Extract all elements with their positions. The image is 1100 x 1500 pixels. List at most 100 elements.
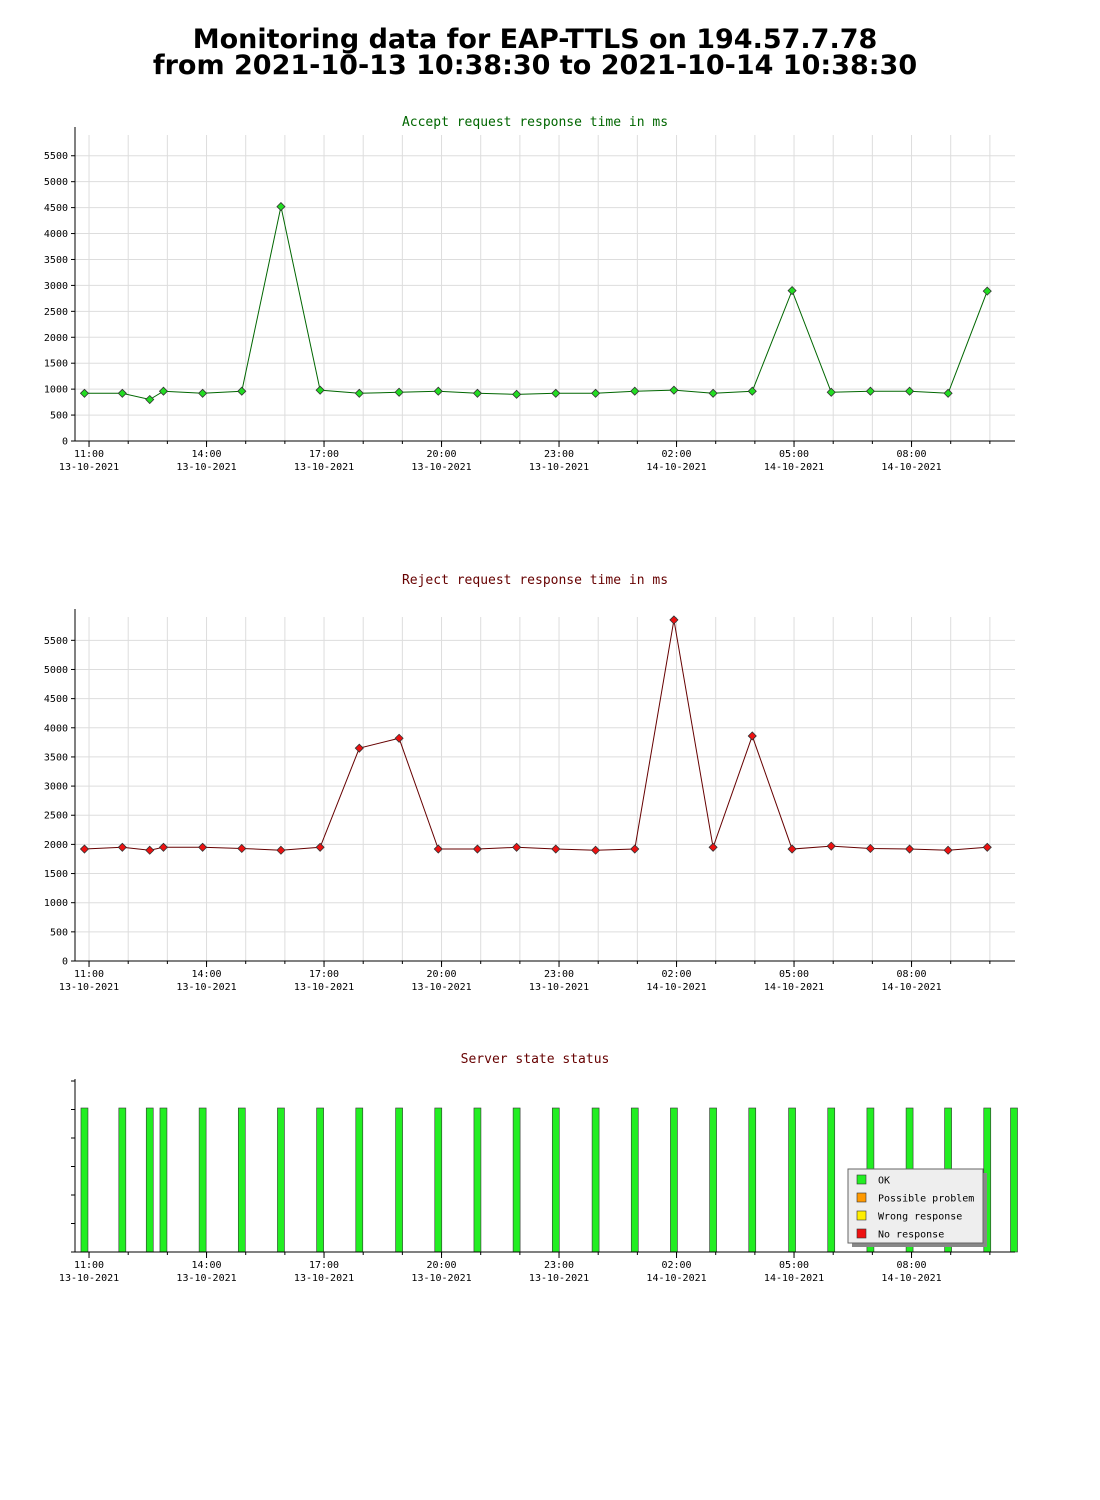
data-point [512,389,522,399]
x-tick-date: 14-10-2021 [764,462,824,473]
data-point [394,387,404,397]
data-point [145,845,155,855]
legend-swatch [856,1210,867,1221]
x-tick-time: 14:00 [191,1260,221,1271]
x-tick-time: 05:00 [779,1260,809,1271]
x-tick-time: 02:00 [661,449,691,460]
y-tick-label: 3500 [44,752,68,763]
legend-label: OK [878,1176,890,1187]
status-bar [355,1107,364,1253]
data-point [982,286,992,296]
x-tick-date: 14-10-2021 [881,462,941,473]
data-point [354,388,364,398]
y-tick-label: 5500 [44,151,68,162]
x-tick-time: 08:00 [896,1260,926,1271]
data-point [315,842,325,852]
x-tick-date: 14-10-2021 [646,1273,706,1284]
data-point [826,387,836,397]
y-tick-label: 2500 [44,307,68,318]
status-bar [827,1107,836,1253]
status-bar [277,1107,285,1253]
chart-title: Accept request response time in ms [402,115,668,130]
accept-response-chart: Accept request response time in ms 0 500 10… [44,115,1015,473]
x-tick-date: 13-10-2021 [529,462,589,473]
status-bar [434,1107,443,1253]
y-tick-label: 1000 [44,898,68,909]
status-bar [630,1107,639,1253]
page-title-line-2: from 2021-10-13 10:38:30 to 2021-10-14 1… [152,50,918,81]
data-point [826,841,836,851]
legend-swatch [856,1228,867,1239]
legend-label: Possible problem [878,1194,974,1205]
x-tick-date: 13-10-2021 [529,1273,589,1284]
y-tick-label: 4500 [44,694,68,705]
data-point [669,615,679,625]
data-point [787,844,797,854]
data-point [117,842,127,852]
status-bar [159,1107,168,1253]
data-point [315,385,325,395]
x-tick-date: 14-10-2021 [764,982,824,993]
data-point [472,388,483,398]
x-tick-date: 13-10-2021 [59,982,119,993]
status-bar [748,1107,757,1253]
data-point [237,843,247,854]
data-point [905,386,915,396]
data-point [158,842,169,852]
data-point [630,844,640,854]
status-bar [80,1107,89,1253]
status-bar [670,1107,678,1253]
data-point [394,733,404,743]
data-point [472,844,483,854]
legend-swatch [856,1192,867,1203]
status-bar [512,1107,521,1253]
x-tick-date: 13-10-2021 [411,982,471,993]
x-tick-time: 14:00 [191,449,221,460]
x-tick-date: 14-10-2021 [646,462,706,473]
y-tick-label: 500 [50,411,68,422]
chart-title: Server state status [461,1052,610,1067]
status-bar [395,1107,403,1253]
x-tick-time: 11:00 [74,1260,104,1271]
x-tick-time: 11:00 [74,449,104,460]
x-tick-time: 02:00 [661,969,691,980]
data-point [630,386,640,396]
data-point [787,286,797,296]
status-bar [316,1107,324,1253]
status-bar [709,1107,717,1253]
status-bar [198,1107,207,1253]
data-point [198,842,208,852]
x-tick-time: 05:00 [779,969,809,980]
status-bar [118,1107,127,1253]
x-tick-time: 08:00 [896,449,926,460]
y-tick-label: 3500 [44,255,68,266]
x-tick-date: 13-10-2021 [59,462,119,473]
x-tick-date: 13-10-2021 [176,982,236,993]
status-legend: OK Possible problem Wrong response No respo… [847,1168,987,1247]
x-tick-date: 14-10-2021 [646,982,706,993]
y-tick-label: 5500 [44,636,68,647]
status-bar [145,1107,154,1253]
data-point [669,385,679,395]
x-tick-date: 13-10-2021 [411,1273,471,1284]
y-tick-label: 3000 [44,281,68,292]
y-tick-label: 2000 [44,333,68,344]
x-tick-date: 13-10-2021 [411,462,471,473]
x-tick-time: 11:00 [74,969,104,980]
y-tick-label: 1500 [44,359,68,370]
data-point [865,843,875,854]
legend-swatch [856,1174,867,1185]
y-tick-label: 4000 [44,229,68,240]
x-tick-time: 17:00 [309,1260,339,1271]
data-point [982,842,992,852]
y-tick-label: 5000 [44,665,68,676]
data-point [865,386,875,396]
data-point [512,842,522,852]
data-point [117,388,127,398]
data-point [747,386,757,396]
data-point [276,845,286,855]
x-tick-time: 23:00 [544,449,574,460]
data-point [905,844,915,854]
server-status-chart: Server state status 11:00 13-10-2021 14:00 1… [59,1052,1018,1284]
legend-box [847,1168,984,1244]
